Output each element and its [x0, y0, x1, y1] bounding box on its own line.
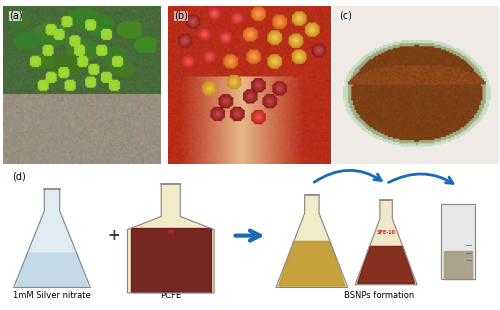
Text: (a): (a) — [9, 11, 22, 21]
Polygon shape — [128, 184, 214, 293]
Bar — [444, 251, 472, 279]
Text: (b): (b) — [174, 11, 188, 21]
Polygon shape — [355, 200, 417, 285]
Polygon shape — [131, 228, 210, 291]
Bar — [441, 204, 474, 279]
Polygon shape — [14, 189, 90, 287]
Text: BSNPs formation: BSNPs formation — [344, 291, 414, 300]
Text: +: + — [108, 228, 120, 243]
Text: (d): (d) — [12, 171, 26, 181]
Polygon shape — [358, 246, 414, 283]
Polygon shape — [279, 241, 345, 286]
Text: FE: FE — [167, 230, 174, 235]
Bar — [441, 204, 474, 279]
Polygon shape — [276, 195, 348, 287]
Text: (c): (c) — [339, 11, 352, 21]
Text: PCFE: PCFE — [160, 291, 182, 300]
Text: SFE-10: SFE-10 — [376, 230, 396, 235]
Text: 1mM Silver nitrate: 1mM Silver nitrate — [13, 291, 91, 300]
Polygon shape — [16, 253, 88, 286]
